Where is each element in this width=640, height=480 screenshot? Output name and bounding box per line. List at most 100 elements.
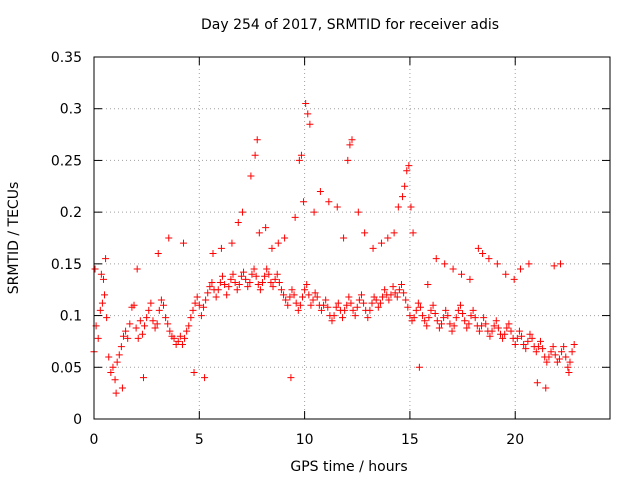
data-point xyxy=(313,293,321,301)
data-point xyxy=(526,330,534,338)
data-point xyxy=(539,345,547,353)
data-point xyxy=(415,363,423,371)
data-point xyxy=(466,275,474,283)
data-point xyxy=(412,306,420,314)
data-point xyxy=(376,299,384,307)
data-point xyxy=(525,260,533,268)
data-point xyxy=(369,244,377,252)
data-point xyxy=(341,306,349,314)
data-point xyxy=(347,299,355,307)
data-point xyxy=(549,343,557,351)
data-point xyxy=(486,332,494,340)
data-point xyxy=(431,310,439,318)
data-point xyxy=(403,167,411,175)
data-point xyxy=(280,291,288,299)
data-point xyxy=(364,314,372,322)
data-point xyxy=(162,314,170,322)
data-point xyxy=(361,229,369,237)
data-point xyxy=(421,317,429,325)
data-point xyxy=(551,351,559,359)
y-tick-label: 0.25 xyxy=(51,153,82,169)
data-point xyxy=(564,363,572,371)
data-point xyxy=(297,151,305,159)
data-point xyxy=(145,306,153,314)
data-point xyxy=(334,299,342,307)
data-point xyxy=(134,334,142,342)
data-point xyxy=(187,314,195,322)
data-point xyxy=(105,353,113,361)
data-point xyxy=(547,348,555,356)
data-point xyxy=(339,314,347,322)
data-point xyxy=(307,301,315,309)
data-point xyxy=(343,301,351,309)
data-point xyxy=(299,293,307,301)
data-point xyxy=(252,272,260,280)
data-point xyxy=(170,334,178,342)
data-point xyxy=(402,296,410,304)
data-point xyxy=(309,296,317,304)
data-point xyxy=(242,275,250,283)
data-point xyxy=(267,278,275,286)
data-point xyxy=(435,324,443,332)
data-point xyxy=(109,363,117,371)
y-tick-label: 0.15 xyxy=(51,257,82,273)
data-point xyxy=(246,278,254,286)
x-axis-label: GPS time / hours xyxy=(290,459,407,475)
data-point xyxy=(102,255,110,263)
data-point xyxy=(197,312,205,320)
data-point xyxy=(164,320,172,328)
plot-frame xyxy=(93,56,611,420)
data-point xyxy=(377,239,385,247)
data-point xyxy=(288,286,296,294)
data-point xyxy=(474,244,482,252)
data-point xyxy=(112,389,120,397)
data-point xyxy=(265,270,273,278)
data-point xyxy=(275,278,283,286)
data-point xyxy=(291,213,299,221)
data-point xyxy=(441,260,449,268)
data-point xyxy=(442,306,450,314)
data-point xyxy=(568,348,576,356)
data-point xyxy=(139,374,147,382)
data-point xyxy=(482,320,490,328)
data-point xyxy=(154,250,162,258)
data-point xyxy=(522,345,530,353)
data-point xyxy=(282,296,290,304)
data-point xyxy=(290,291,298,299)
data-point xyxy=(449,265,457,273)
data-point xyxy=(346,141,354,149)
data-point xyxy=(391,289,399,297)
data-point xyxy=(228,239,236,247)
data-point xyxy=(565,368,573,376)
x-tick-label: 10 xyxy=(296,432,314,448)
data-point xyxy=(181,334,189,342)
x-tick-label: 5 xyxy=(195,432,204,448)
data-point xyxy=(204,289,212,297)
data-point xyxy=(557,260,565,268)
data-point xyxy=(287,374,295,382)
data-point xyxy=(138,330,146,338)
data-point xyxy=(300,198,308,206)
data-point xyxy=(471,314,479,322)
y-tick-label: 0.1 xyxy=(60,309,82,325)
data-point xyxy=(96,306,104,314)
data-point xyxy=(461,317,469,325)
data-point xyxy=(250,265,258,273)
data-point xyxy=(510,275,518,283)
data-point xyxy=(294,306,302,314)
data-point xyxy=(324,303,332,311)
data-point xyxy=(505,320,513,328)
data-point xyxy=(126,320,134,328)
data-point xyxy=(354,208,362,216)
data-point xyxy=(485,255,493,263)
data-point xyxy=(368,299,376,307)
data-point xyxy=(467,312,475,320)
data-point xyxy=(304,110,312,118)
data-point xyxy=(397,281,405,289)
data-point xyxy=(191,299,199,307)
data-point xyxy=(237,272,245,280)
data-point xyxy=(399,193,407,201)
data-point xyxy=(444,312,452,320)
data-point xyxy=(393,293,401,301)
data-point xyxy=(268,244,276,252)
